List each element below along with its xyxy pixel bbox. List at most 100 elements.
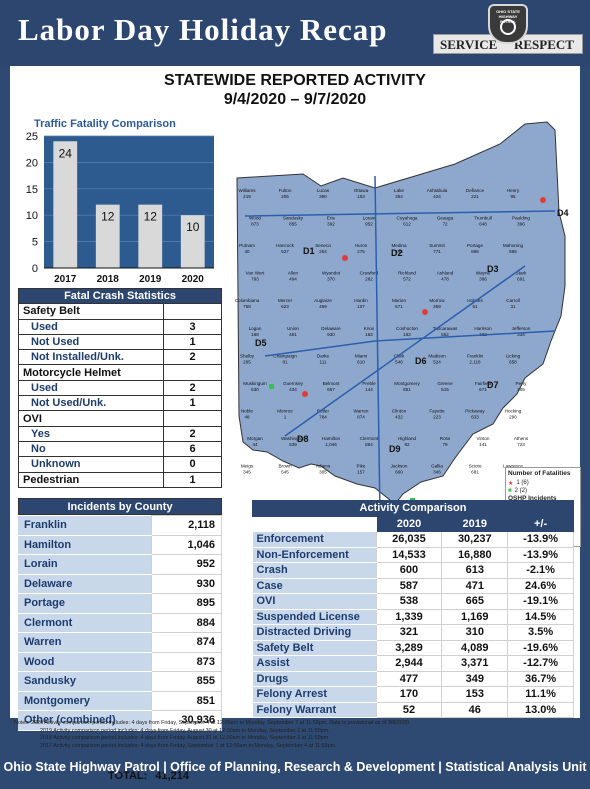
fatal-crash-value: 2 bbox=[163, 379, 222, 397]
activity-table: Activity Comparison 2020 2019 +/- Enforc… bbox=[252, 500, 574, 718]
activity-name: Safety Belt bbox=[252, 640, 377, 656]
county-map-name: Morrow bbox=[429, 298, 445, 303]
county-value: 873 bbox=[151, 651, 222, 672]
county-value: 1,046 bbox=[151, 534, 222, 555]
county-map-value: 153 bbox=[357, 194, 365, 199]
county-value: 930 bbox=[151, 573, 222, 594]
interstate-roads bbox=[244, 175, 556, 517]
county-value: 874 bbox=[151, 632, 222, 653]
activity-delta: -2.1% bbox=[507, 562, 574, 579]
fatal-crash-table: Fatal Crash Statistics Safety Belt Used 3 N… bbox=[18, 287, 222, 488]
activity-2019: 310 bbox=[441, 624, 509, 641]
county-map-value: 295 bbox=[243, 359, 251, 364]
fatal-crash-label: No bbox=[18, 440, 164, 458]
county-map-value: 282 bbox=[365, 277, 373, 282]
county-row: Portage 895 bbox=[18, 593, 222, 614]
x-tick-label: 2019 bbox=[139, 274, 162, 285]
fatal-crash-value: 6 bbox=[163, 440, 222, 458]
county-map-name: Miami bbox=[355, 353, 367, 358]
bar-2018 bbox=[95, 204, 120, 268]
county-map-name: Mercer bbox=[278, 298, 293, 303]
county-map-value: 72 bbox=[442, 222, 448, 227]
county-map-value: 660 bbox=[395, 470, 403, 475]
county-name: Clermont bbox=[18, 613, 152, 633]
activity-2020: 321 bbox=[375, 624, 443, 641]
activity-name: OVI bbox=[252, 593, 377, 610]
county-map-name: Belmont bbox=[323, 381, 341, 386]
activity-2019: 46 bbox=[441, 701, 509, 718]
fatal-crash-label: Unknown bbox=[18, 456, 164, 473]
county-map-value: 162 bbox=[403, 332, 411, 337]
county-map-value: 51 bbox=[472, 304, 478, 309]
fatal-crash-label: Pedestrian bbox=[18, 471, 164, 488]
activity-delta: -19.6% bbox=[507, 639, 574, 656]
county-map-name: Erie bbox=[327, 216, 336, 221]
county-map-value: 364 bbox=[395, 194, 403, 199]
county-map-value: 657 bbox=[327, 387, 335, 392]
county-map-value: 434 bbox=[289, 387, 297, 392]
note-line: 2017 Activity comparison period includes… bbox=[40, 742, 337, 749]
county-map-name: Fayette bbox=[429, 408, 445, 413]
activity-name: Suspended License bbox=[252, 609, 377, 625]
note-line: 2019 Activity comparison period includes… bbox=[40, 727, 330, 734]
county-map-value: 546 bbox=[395, 359, 403, 364]
activity-2019: 471 bbox=[441, 577, 509, 594]
county-map-value: 396 bbox=[517, 222, 525, 227]
activity-row: Case 587 471 24.6% bbox=[252, 577, 574, 594]
y-tick-label: 20 bbox=[26, 157, 38, 169]
county-map-value: 144 bbox=[365, 387, 373, 392]
county-map-name: Washington bbox=[281, 436, 306, 441]
fatal-crash-row: Not Installed/Unk. 2 bbox=[18, 349, 222, 366]
activity-delta: 14.5% bbox=[507, 608, 574, 625]
county-map-value: 48 bbox=[244, 414, 250, 419]
county-map-name: Highland bbox=[398, 436, 417, 441]
traffic-fatality-chart: 0 5 10 15 20 25 24 2017 12 2018 12 2019 10 2020 bbox=[26, 131, 214, 285]
county-name: Hamilton bbox=[18, 535, 152, 555]
county-map-name: Ashland bbox=[437, 271, 454, 276]
legend-fatal-2: ■ 2 (2) bbox=[508, 488, 527, 494]
county-map-name: Preble bbox=[362, 381, 376, 386]
activity-2019: 349 bbox=[441, 670, 509, 687]
county-value: 30,936 bbox=[151, 710, 222, 731]
county-map-name: Butler bbox=[317, 408, 329, 413]
county-name: Lorain bbox=[18, 554, 152, 575]
county-map-value: 545 bbox=[281, 470, 289, 475]
county-map-name: Delaware bbox=[321, 326, 341, 331]
county-map-name: Lake bbox=[394, 188, 404, 193]
county-map-name: Allen bbox=[288, 271, 299, 276]
activity-delta: 3.5% bbox=[507, 624, 574, 641]
fatal-crash-row: Yes 2 bbox=[18, 425, 222, 442]
fatal-crash-row: Used 3 bbox=[18, 318, 222, 335]
data-label: 10 bbox=[186, 220, 200, 234]
activity-row: Crash 600 613 -2.1% bbox=[252, 562, 574, 579]
fatal-crash-value: 1 bbox=[163, 471, 222, 488]
county-map-name: Ottawa bbox=[354, 188, 369, 193]
activity-2020: 587 bbox=[375, 577, 443, 594]
county-map-name: Harrison bbox=[474, 326, 492, 331]
county-map-value: 107 bbox=[357, 304, 365, 309]
county-name: Montgomery bbox=[18, 691, 152, 711]
chart-title: Traffic Fatality Comparison bbox=[34, 118, 176, 130]
fatal-crash-label: Used bbox=[18, 379, 164, 397]
county-map-value: 648 bbox=[479, 222, 487, 227]
county-map-value: 658 bbox=[509, 359, 517, 364]
fatal-crash-value: 2 bbox=[163, 425, 222, 442]
county-row: Sandusky 855 bbox=[18, 671, 222, 692]
county-map-name: Van Wert bbox=[246, 271, 265, 276]
county-map-value: 205 bbox=[281, 194, 289, 199]
county-map-name: Morgan bbox=[247, 436, 263, 441]
activity-name: Enforcement bbox=[252, 531, 377, 548]
bar-2019 bbox=[138, 204, 163, 268]
county-map-name: Carroll bbox=[506, 298, 520, 303]
county-map-value: 855 bbox=[289, 222, 297, 227]
county-map-name: Guernsey bbox=[283, 381, 304, 386]
fatal-crash-label: Yes bbox=[18, 425, 164, 442]
activity-name: Drugs bbox=[252, 671, 377, 687]
county-map-name: Geauga bbox=[437, 216, 454, 221]
fatal-crash-value: 2 bbox=[163, 349, 222, 366]
county-map-value: 254 bbox=[319, 249, 327, 254]
county-map-value: 478 bbox=[441, 277, 449, 282]
county-map-name: Cuyahoga bbox=[397, 216, 418, 221]
county-map-value: 665 bbox=[509, 249, 517, 254]
district-label: D8 bbox=[297, 434, 309, 444]
